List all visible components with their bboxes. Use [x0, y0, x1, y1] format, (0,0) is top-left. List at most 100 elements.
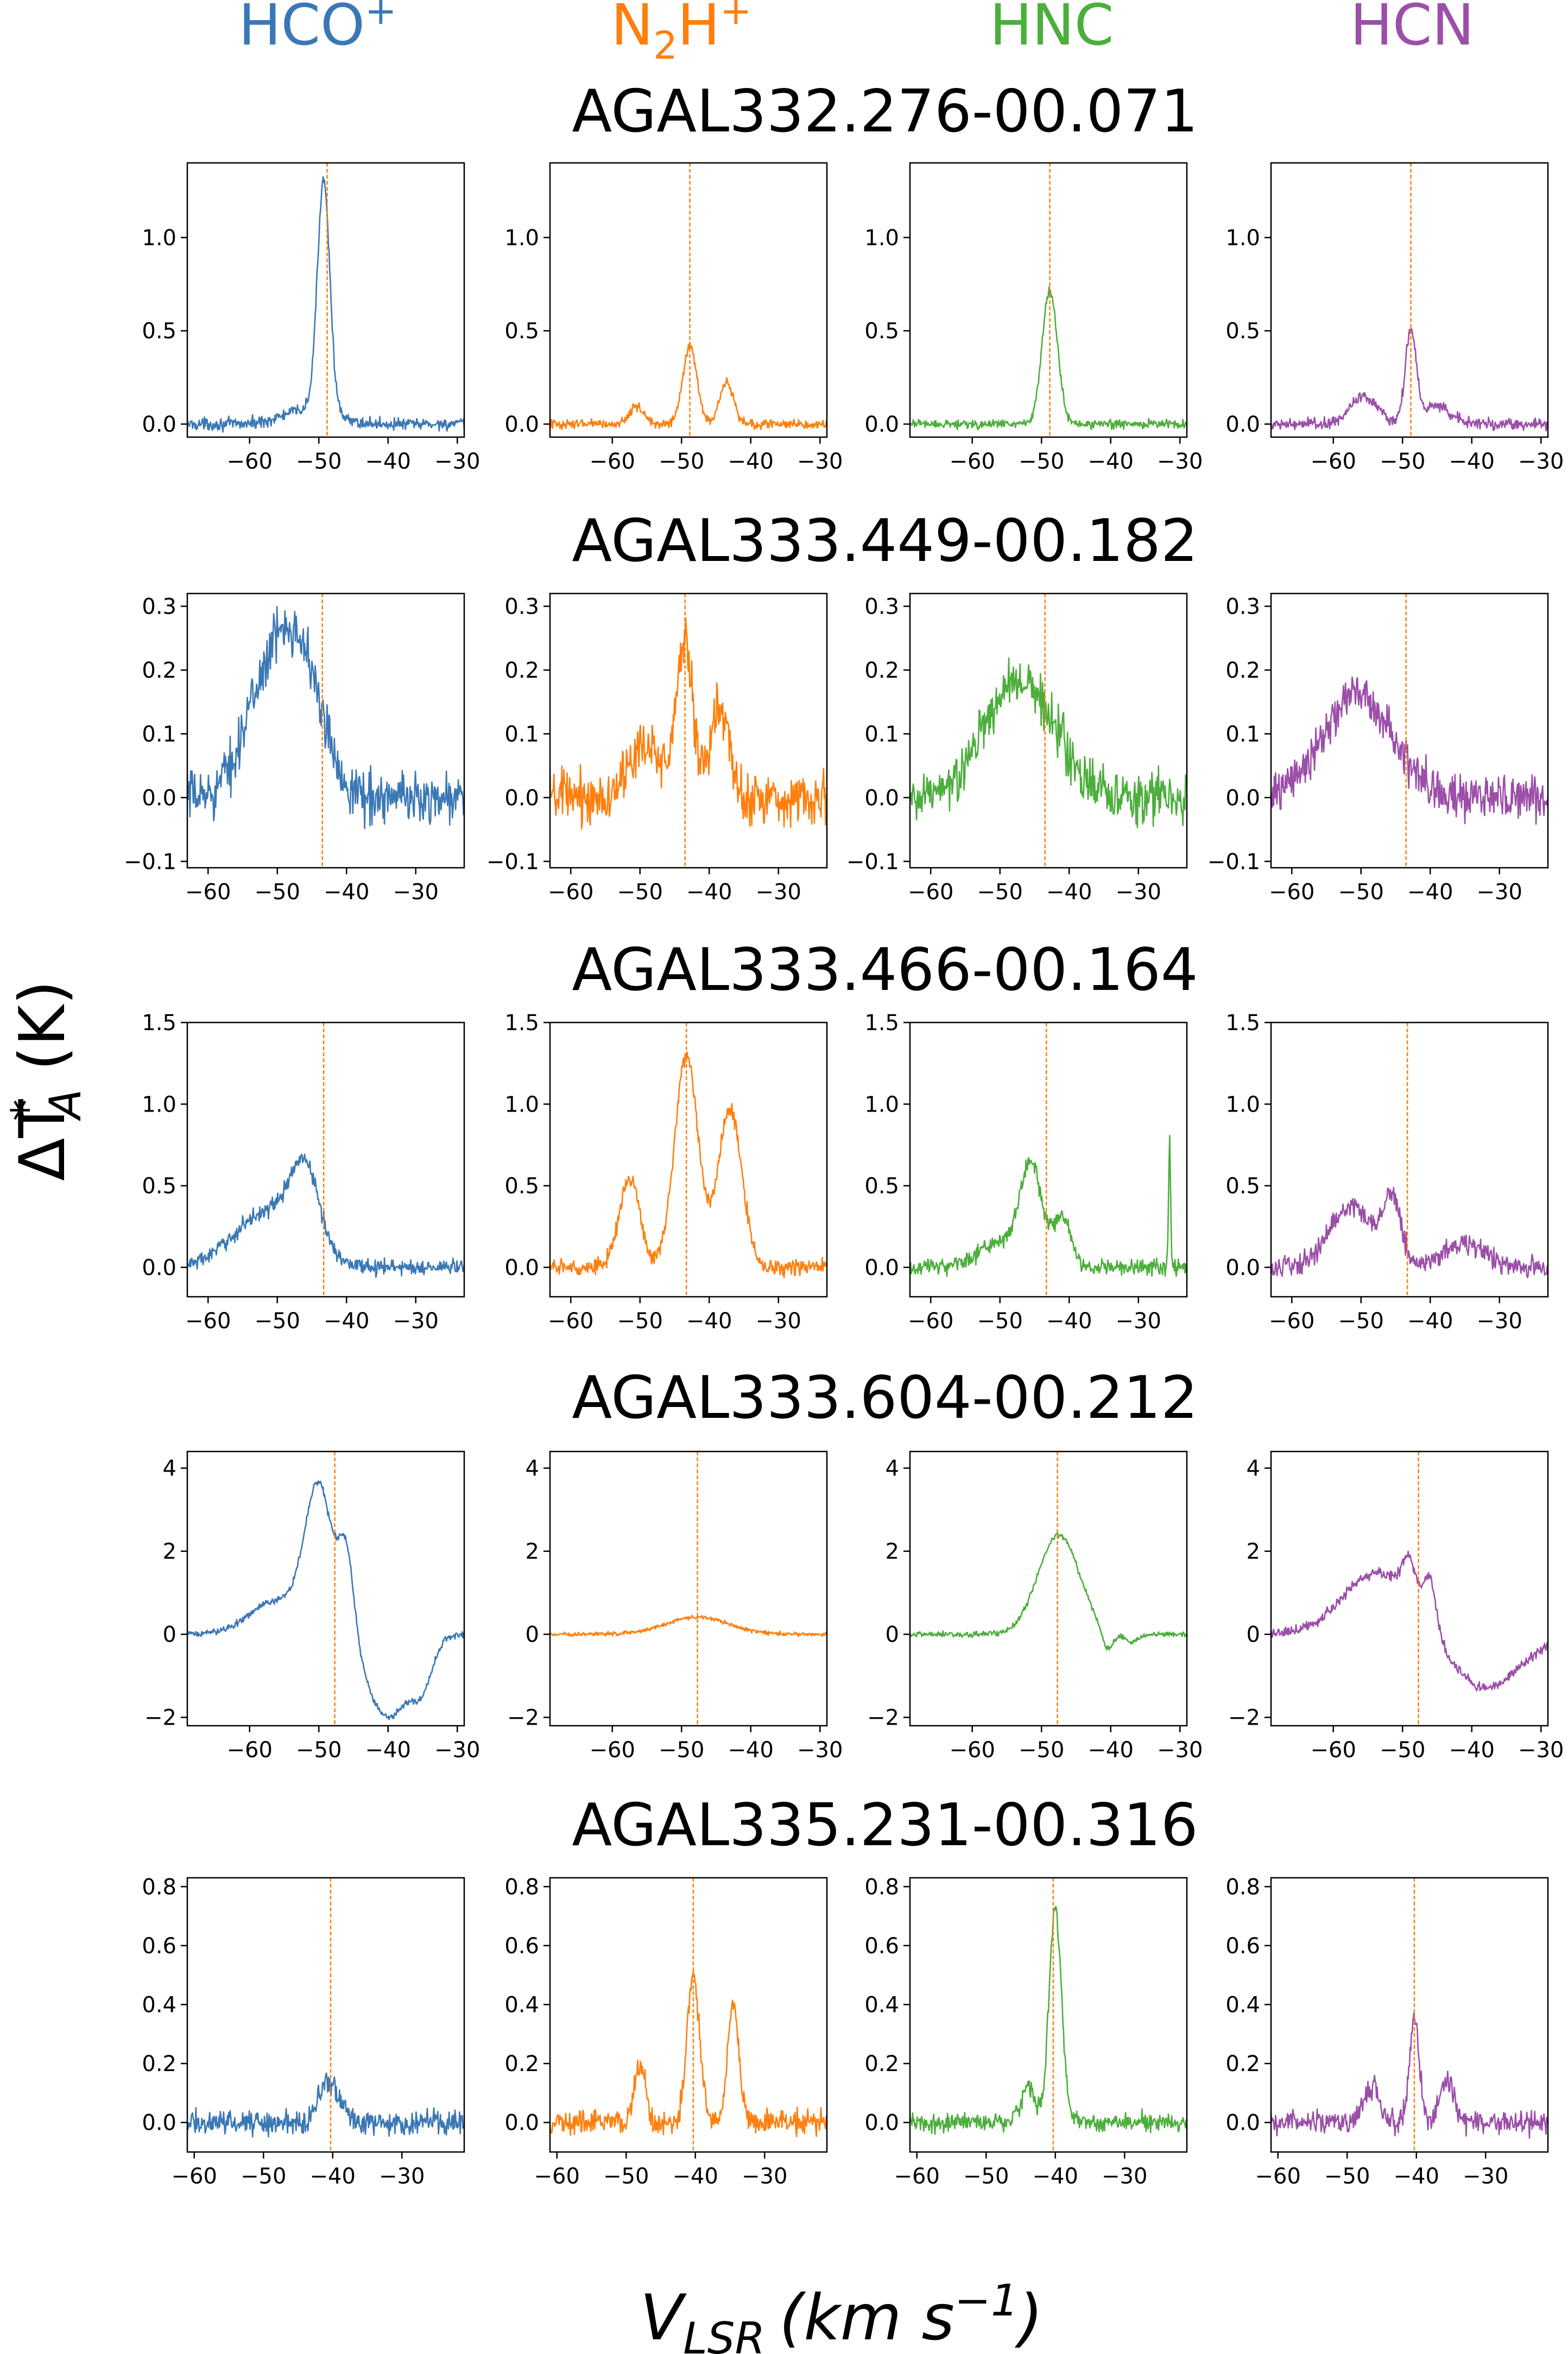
- y-tick-label: 0.3: [1225, 594, 1260, 619]
- y-tick-label: 0.0: [142, 412, 176, 437]
- panel-n2h: −60 −50 −40 −30 0.0 0.5 1.0: [504, 162, 843, 474]
- spectrum-line: [1270, 328, 1549, 432]
- y-tick-label: 0.5: [864, 319, 899, 344]
- panel-n2h: −60 −50 −40 −30 0.0 0.2 0.4 0.6 0.8: [504, 1875, 828, 2189]
- y-tick-label: 1.0: [142, 1092, 176, 1117]
- x-tick-label: −60: [908, 880, 953, 905]
- x-tick-label: −40: [1033, 2164, 1078, 2189]
- row-4: AGAL333.604-00.212 −60 −50 −40 −30 −2 0 2 4 −60 −5…: [144, 1364, 1564, 1763]
- y-tick-label: 1.0: [504, 225, 539, 250]
- panel-n2h: −60 −50 −40 −30 −0.1 0.0 0.1 0.2 0.3: [486, 592, 828, 905]
- x-tick-label: −30: [1477, 1309, 1522, 1334]
- x-tick-label: −60: [185, 880, 231, 905]
- y-tick-label: 0.3: [504, 594, 539, 619]
- y-tick-label: 0.2: [142, 2052, 176, 2077]
- x-tick-label: −40: [324, 880, 369, 905]
- y-tick-label: 0.6: [142, 1934, 176, 1959]
- x-tick-label: −30: [756, 1309, 801, 1334]
- spectrum-line: [909, 657, 1188, 829]
- spectrum-line: [549, 1971, 828, 2137]
- panel-n2h: −60 −50 −40 −30 0.0 0.5 1.0 1.5: [504, 1011, 828, 1334]
- spectrum-line: [909, 286, 1188, 431]
- x-tick-label: −60: [908, 1309, 953, 1334]
- y-tick-label: 0.2: [1225, 2052, 1260, 2077]
- y-tick-label: −0.1: [486, 849, 539, 874]
- y-tick-label: 1.0: [504, 1092, 539, 1117]
- x-tick-label: −40: [728, 449, 774, 474]
- y-tick-label: 0.2: [864, 2052, 899, 2077]
- y-tick-label: 1.5: [1225, 1011, 1260, 1036]
- panel-hnc: −60 −50 −40 −30 −0.1 0.0 0.1 0.2 0.3: [846, 592, 1188, 905]
- x-tick-label: −40: [1046, 1309, 1092, 1334]
- x-tick-label: −60: [950, 449, 995, 474]
- source-title: AGAL332.276-00.071: [572, 78, 1198, 146]
- x-tick-label: −40: [673, 2164, 718, 2189]
- x-tick-label: −50: [296, 449, 342, 474]
- spectrum-line: [909, 1905, 1188, 2135]
- row-2: AGAL333.449-00.182 −60 −50 −40 −30 −0.1 0.0 0.1…: [124, 507, 1549, 905]
- panel-hco: −60 −50 −40 −30 −0.1 0.0 0.1 0.2 0.3: [124, 592, 465, 905]
- spectrum-line: [1270, 1187, 1549, 1278]
- y-tick-label: 0: [526, 1623, 539, 1648]
- y-tick-label: 0.0: [142, 786, 176, 811]
- spectrum-line: [186, 1153, 465, 1278]
- x-tick-label: −30: [434, 1738, 480, 1763]
- x-tick-label: −30: [742, 2164, 787, 2189]
- y-tick-label: −2: [144, 1706, 176, 1731]
- x-tick-label: −30: [393, 1309, 439, 1334]
- x-tick-label: −60: [950, 1738, 995, 1763]
- y-tick-label: −2: [1228, 1706, 1260, 1731]
- column-header-hnc: HNC: [990, 0, 1114, 58]
- x-tick-label: −50: [603, 2164, 649, 2189]
- x-tick-label: −50: [241, 2164, 286, 2189]
- x-tick-label: −30: [1518, 449, 1564, 474]
- panel-frame: [549, 1877, 828, 2153]
- y-tick-label: 0.8: [864, 1875, 899, 1899]
- row-3: AGAL333.466-00.164 −60 −50 −40 −30 0.0 0.5 1.0 1…: [142, 936, 1549, 1334]
- x-tick-label: −50: [617, 880, 663, 905]
- x-tick-label: −30: [393, 880, 439, 905]
- y-tick-label: 0.1: [142, 722, 176, 747]
- y-tick-label: 1.5: [142, 1011, 176, 1036]
- y-tick-label: 0.8: [142, 1875, 176, 1899]
- y-tick-label: 1.0: [864, 225, 899, 250]
- x-tick-label: −60: [185, 1309, 231, 1334]
- x-tick-label: −40: [310, 2164, 356, 2189]
- y-tick-label: 0: [886, 1623, 899, 1648]
- x-tick-label: −50: [977, 880, 1023, 905]
- y-tick-label: 0.2: [1225, 658, 1260, 683]
- y-tick-label: 0.0: [504, 412, 539, 437]
- x-tick-label: −60: [1269, 880, 1314, 905]
- panel-hco: −60 −50 −40 −30 0.0 0.2 0.4 0.6 0.8: [142, 1875, 465, 2189]
- x-tick-label: −40: [686, 1309, 732, 1334]
- panel-frame: [549, 1450, 828, 1727]
- panel-frame: [1270, 1877, 1549, 2153]
- x-tick-label: −40: [1088, 1738, 1134, 1763]
- y-tick-label: 0.0: [1225, 2111, 1260, 2136]
- x-tick-label: −40: [686, 880, 732, 905]
- panel-hcn: −60 −50 −40 −30 −2 0 2 4: [1228, 1450, 1564, 1763]
- x-tick-label: −30: [1116, 1309, 1161, 1334]
- panel-hcn: −60 −50 −40 −30 0.0 0.5 1.0 1.5: [1225, 1011, 1549, 1334]
- y-tick-label: 4: [1247, 1456, 1260, 1481]
- y-tick-label: 0.5: [864, 1174, 899, 1199]
- panel-frame: [909, 592, 1188, 869]
- y-tick-label: 0.0: [864, 2111, 899, 2136]
- x-tick-label: −50: [1338, 880, 1384, 905]
- panel-frame: [909, 1877, 1188, 2153]
- x-tick-label: −50: [659, 1738, 704, 1763]
- y-tick-label: 0.5: [504, 319, 539, 344]
- spectrum-line: [549, 1051, 828, 1279]
- panel-frame: [1270, 592, 1549, 869]
- source-title: AGAL333.466-00.164: [572, 936, 1198, 1004]
- y-tick-label: 1.5: [504, 1011, 539, 1036]
- y-tick-label: −2: [867, 1706, 899, 1731]
- x-tick-label: −50: [1380, 449, 1425, 474]
- y-tick-label: 0.5: [142, 319, 176, 344]
- panel-hco: −60 −50 −40 −30 −2 0 2 4: [144, 1450, 480, 1763]
- panel-hnc: −60 −50 −40 −30 0.0 0.5 1.0 1.5: [864, 1011, 1188, 1334]
- x-tick-label: −40: [1449, 1738, 1495, 1763]
- x-tick-label: −60: [1255, 2164, 1301, 2189]
- x-tick-label: −50: [659, 449, 704, 474]
- y-tick-label: −0.1: [124, 849, 176, 874]
